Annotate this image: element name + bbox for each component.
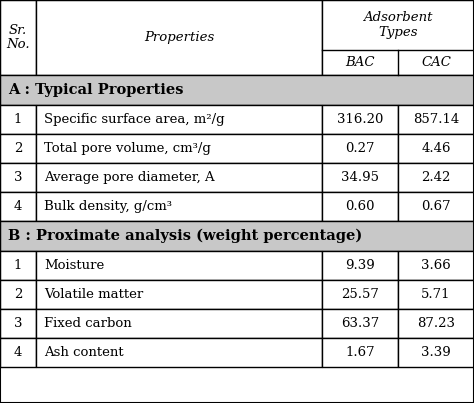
- Bar: [398, 309, 474, 338]
- Bar: [322, 163, 398, 192]
- Bar: [0, 163, 36, 192]
- Text: 857.14: 857.14: [413, 113, 459, 126]
- Bar: [36, 338, 322, 367]
- Text: Sr.
No.: Sr. No.: [6, 23, 30, 52]
- Text: 0.67: 0.67: [421, 200, 451, 213]
- Text: Properties: Properties: [144, 31, 214, 44]
- Bar: [36, 251, 322, 280]
- Text: 87.23: 87.23: [417, 317, 455, 330]
- Bar: [36, 192, 322, 221]
- Text: Total pore volume, cm³/g: Total pore volume, cm³/g: [44, 142, 211, 155]
- Bar: [0, 251, 36, 280]
- Bar: [322, 280, 398, 309]
- Text: 1: 1: [14, 259, 22, 272]
- Text: A : Typical Properties: A : Typical Properties: [8, 83, 183, 97]
- Bar: [322, 192, 398, 221]
- Text: 2: 2: [14, 288, 22, 301]
- Bar: [398, 192, 474, 221]
- Text: 3: 3: [14, 317, 22, 330]
- Text: 4: 4: [14, 346, 22, 359]
- Text: 1.67: 1.67: [345, 346, 375, 359]
- Bar: [0, 134, 36, 163]
- Text: Ash content: Ash content: [44, 346, 124, 359]
- Bar: [36, 309, 322, 338]
- Bar: [0, 0, 36, 75]
- Text: 2.42: 2.42: [421, 171, 451, 184]
- Bar: [0, 280, 36, 309]
- Bar: [398, 163, 474, 192]
- Text: BAC: BAC: [345, 56, 375, 69]
- Bar: [0, 338, 36, 367]
- Bar: [36, 105, 322, 134]
- Text: 2: 2: [14, 142, 22, 155]
- Bar: [0, 75, 474, 105]
- Text: 63.37: 63.37: [341, 317, 379, 330]
- Bar: [36, 280, 322, 309]
- Text: 4: 4: [14, 200, 22, 213]
- Text: Moisture: Moisture: [44, 259, 104, 272]
- Text: 34.95: 34.95: [341, 171, 379, 184]
- Text: CAC: CAC: [421, 56, 451, 69]
- Text: 9.39: 9.39: [345, 259, 375, 272]
- Text: 0.27: 0.27: [345, 142, 375, 155]
- Bar: [0, 192, 36, 221]
- Text: Volatile matter: Volatile matter: [44, 288, 143, 301]
- Bar: [322, 338, 398, 367]
- Bar: [398, 134, 474, 163]
- Bar: [36, 0, 322, 75]
- Text: 3.39: 3.39: [421, 346, 451, 359]
- Text: 5.71: 5.71: [421, 288, 451, 301]
- Bar: [398, 251, 474, 280]
- Text: Bulk density, g/cm³: Bulk density, g/cm³: [44, 200, 172, 213]
- Bar: [0, 309, 36, 338]
- Text: 3.66: 3.66: [421, 259, 451, 272]
- Text: 25.57: 25.57: [341, 288, 379, 301]
- Bar: [0, 105, 36, 134]
- Bar: [398, 280, 474, 309]
- Text: Specific surface area, m²/g: Specific surface area, m²/g: [44, 113, 225, 126]
- Bar: [398, 338, 474, 367]
- Bar: [322, 134, 398, 163]
- Text: Adsorbent
Types: Adsorbent Types: [363, 11, 433, 39]
- Bar: [322, 105, 398, 134]
- Bar: [322, 251, 398, 280]
- Bar: [0, 221, 474, 251]
- Text: Average pore diameter, A: Average pore diameter, A: [44, 171, 215, 184]
- Bar: [322, 0, 474, 75]
- Bar: [36, 134, 322, 163]
- Text: 4.46: 4.46: [421, 142, 451, 155]
- Text: B : Proximate analysis (weight percentage): B : Proximate analysis (weight percentag…: [8, 229, 362, 243]
- Text: 1: 1: [14, 113, 22, 126]
- Text: 316.20: 316.20: [337, 113, 383, 126]
- Text: 3: 3: [14, 171, 22, 184]
- Bar: [322, 309, 398, 338]
- Bar: [398, 105, 474, 134]
- Text: Fixed carbon: Fixed carbon: [44, 317, 132, 330]
- Text: 0.60: 0.60: [345, 200, 375, 213]
- Bar: [36, 163, 322, 192]
